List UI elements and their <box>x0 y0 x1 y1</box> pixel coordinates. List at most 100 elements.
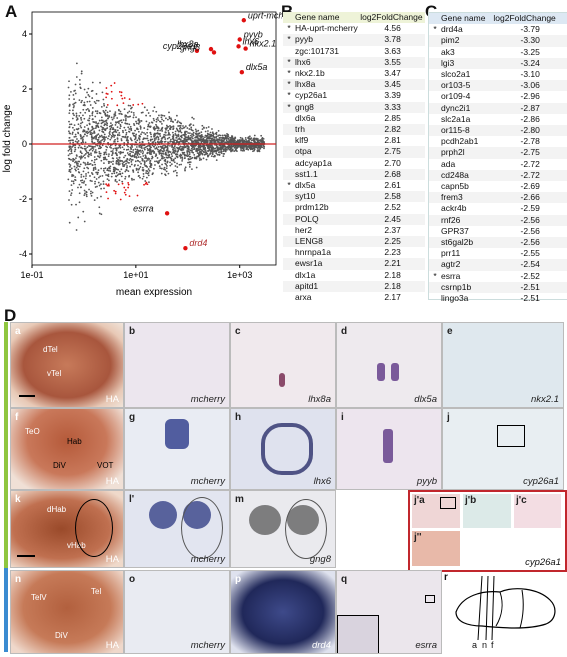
tile-annotation: Hab <box>67 437 82 446</box>
data-point <box>79 133 82 136</box>
data-point <box>113 170 116 173</box>
data-point <box>191 129 194 132</box>
data-point <box>247 137 249 139</box>
data-point <box>157 138 160 141</box>
data-point <box>113 82 116 84</box>
data-point <box>207 155 209 158</box>
data-point <box>193 153 196 156</box>
data-point <box>146 152 149 155</box>
gene-name: GPR37 <box>441 225 469 236</box>
data-point <box>79 151 82 154</box>
data-point <box>182 153 184 155</box>
data-point <box>245 145 248 148</box>
data-point <box>72 160 74 163</box>
star-marker <box>283 281 295 292</box>
data-point <box>200 145 203 148</box>
data-point <box>140 162 142 165</box>
data-point <box>96 197 99 199</box>
data-point <box>162 150 165 153</box>
data-point <box>169 124 171 127</box>
data-point <box>204 149 206 151</box>
data-point <box>175 174 178 177</box>
data-point <box>125 159 128 162</box>
data-point <box>110 135 113 137</box>
data-point <box>73 135 76 138</box>
data-point <box>137 122 140 125</box>
expression-spot <box>165 419 189 449</box>
data-point <box>82 175 85 178</box>
data-point <box>71 146 74 148</box>
data-point <box>166 156 169 159</box>
data-point <box>128 174 131 177</box>
data-point <box>100 119 103 122</box>
gene-name: cyp26a1 <box>295 90 328 101</box>
data-point <box>91 111 94 113</box>
data-point <box>126 158 129 161</box>
data-point <box>142 151 145 153</box>
table-c-row: pim2 -3.30 <box>429 35 567 47</box>
data-point <box>107 173 110 176</box>
expression-spot <box>149 501 177 529</box>
data-point <box>160 157 163 160</box>
data-point <box>79 179 82 182</box>
data-point <box>132 149 135 151</box>
data-point <box>219 139 222 142</box>
gene-name: agtr2 <box>441 259 461 270</box>
data-point <box>100 146 103 149</box>
data-point <box>74 135 77 138</box>
data-point <box>80 176 83 178</box>
data-point <box>136 194 139 197</box>
data-point <box>199 146 202 149</box>
data-point <box>169 127 172 130</box>
table-b-header-gene: Gene name <box>295 12 340 22</box>
data-point <box>113 172 116 175</box>
data-point <box>89 179 92 182</box>
data-point <box>150 121 153 124</box>
data-point <box>160 114 163 117</box>
data-point <box>68 94 71 97</box>
data-point <box>82 130 84 133</box>
data-point <box>91 149 94 152</box>
data-point <box>137 149 140 152</box>
gene-name: nkx2.1b <box>295 68 325 79</box>
data-point <box>133 165 136 167</box>
data-point <box>71 131 74 134</box>
data-point <box>136 152 139 154</box>
data-point <box>155 147 158 150</box>
tile-b: b mcherry <box>124 322 230 408</box>
data-point <box>71 189 74 191</box>
data-point <box>132 151 135 154</box>
data-point <box>169 144 171 147</box>
star-marker <box>283 202 295 213</box>
data-point <box>104 123 107 126</box>
data-point <box>112 168 115 171</box>
data-point <box>80 70 83 73</box>
data-point <box>100 187 103 190</box>
data-point <box>163 136 166 139</box>
data-point <box>167 131 170 134</box>
data-point <box>173 141 176 144</box>
data-point <box>128 161 130 164</box>
data-point <box>68 98 71 100</box>
data-point <box>85 193 88 196</box>
data-point <box>69 171 72 173</box>
data-point <box>177 120 179 123</box>
data-point <box>210 135 213 137</box>
data-point <box>78 201 81 204</box>
data-point <box>146 137 149 140</box>
data-point <box>90 133 93 136</box>
data-point <box>190 145 193 148</box>
data-point <box>98 112 101 114</box>
data-point <box>235 146 238 149</box>
data-point <box>84 111 87 114</box>
data-point <box>161 163 163 166</box>
star-marker <box>429 125 441 136</box>
table-b-row: klf9 2.81 <box>283 135 425 146</box>
data-point <box>130 150 133 153</box>
fold-change-value: 3.78 <box>384 34 401 45</box>
data-point <box>88 149 91 152</box>
data-point <box>88 110 91 113</box>
data-point <box>221 137 224 140</box>
gene-name: csrnp1b <box>441 281 472 292</box>
data-point <box>174 149 177 152</box>
